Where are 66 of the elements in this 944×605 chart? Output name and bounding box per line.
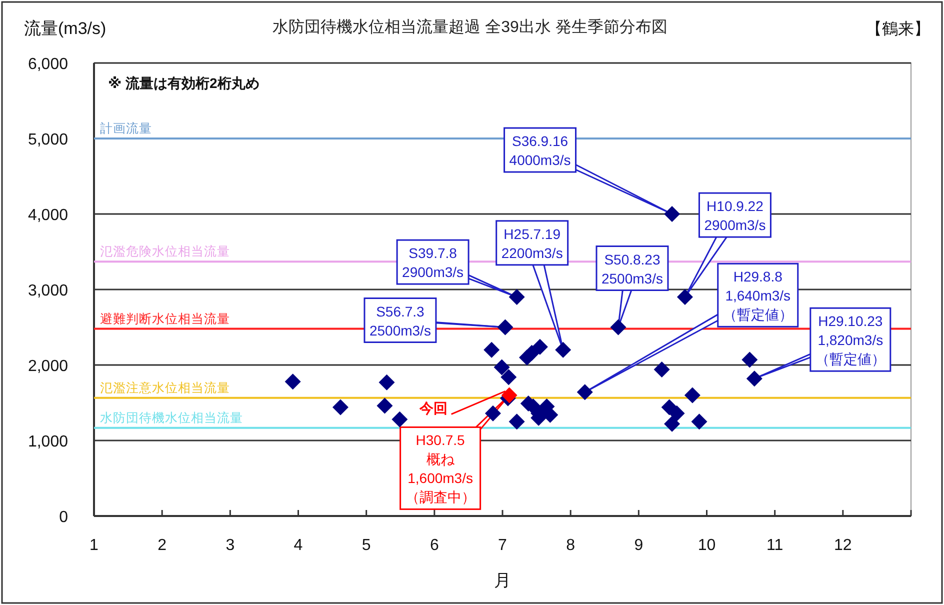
- x-tick-label: 1: [90, 537, 99, 554]
- y-tick-label: 5,000: [28, 132, 68, 148]
- point: [532, 338, 548, 355]
- point: [284, 374, 301, 390]
- x-tick-label: 2: [158, 537, 167, 554]
- y-tick-label: 0: [59, 509, 68, 526]
- x-tick-label: 5: [362, 537, 371, 554]
- point: [684, 387, 700, 404]
- point: [332, 399, 348, 416]
- y-axis-title: 流量(m3/s): [24, 19, 106, 38]
- point: [691, 414, 708, 430]
- point: [610, 319, 626, 336]
- annotation: S50.8.23 2500m3/s: [602, 251, 663, 286]
- x-axis-title: 月: [494, 571, 511, 590]
- ref-line-label: 計画流量: [100, 120, 152, 136]
- point: [497, 319, 514, 336]
- x-tick-label: 4: [294, 537, 303, 554]
- x-tick-label: 9: [634, 537, 644, 554]
- y-tick-label: 2,000: [28, 358, 68, 375]
- y-tick-label: 6,000: [28, 56, 68, 73]
- annotation: 今回: [418, 400, 448, 416]
- annotation: H10.9.22 2900m3/s: [704, 198, 766, 234]
- x-tick-label: 7: [498, 537, 508, 554]
- x-tick-label: 11: [766, 537, 784, 554]
- point: [484, 405, 501, 422]
- point: [494, 359, 510, 376]
- point: [576, 384, 593, 400]
- ref-line-label: 水防団待機水位相当流量: [100, 410, 243, 425]
- y-tick-label: 3,000: [28, 282, 68, 300]
- text: 【鶴来】: [866, 20, 930, 38]
- x-tick-label: 8: [566, 537, 576, 554]
- point: [664, 416, 680, 432]
- annotation: ※ 流量は有効桁2桁丸め: [108, 75, 260, 91]
- ref-line-label: 氾濫注意水位相当流量: [100, 380, 230, 395]
- point: [676, 289, 693, 306]
- point: [378, 374, 395, 390]
- point: [746, 370, 762, 387]
- point: [654, 362, 670, 378]
- point: [524, 344, 540, 361]
- annotation: H29.8.8 1,640m3/s （暫定値）: [722, 268, 793, 323]
- point: [668, 405, 685, 422]
- point: [742, 352, 758, 368]
- point: [500, 369, 517, 386]
- y-tick-label: 1,000: [28, 434, 68, 450]
- y-tick-label: 4,000: [28, 207, 68, 224]
- annotation: S36.9.16 4000m3/s: [509, 133, 571, 168]
- chart-title: 水防団待機水位相当流量超過 全39出水 発生季節分布図: [272, 18, 668, 36]
- x-tick-label: 3: [226, 537, 235, 554]
- x-tick-label: 12: [834, 537, 852, 554]
- point: [555, 342, 572, 358]
- annotation: H29.10.23 1,820m3/s （暫定値）: [815, 313, 886, 368]
- x-tick-label: 10: [698, 537, 716, 554]
- point: [484, 342, 500, 358]
- ref-line-label: 避難判断水位相当流量: [100, 310, 230, 326]
- point: [508, 289, 525, 306]
- point: [664, 206, 680, 222]
- point: [392, 411, 408, 428]
- callout: 今回: [419, 390, 506, 416]
- annotation: S39.7.8 2900m3/s: [402, 245, 464, 280]
- x-tick-label: 6: [430, 537, 439, 554]
- point: [508, 414, 525, 430]
- annotation: S56.7.3 2500m3/s: [369, 303, 431, 338]
- annotation: H30.7.5 概ね 1,600m3/s （調査中）: [405, 432, 476, 506]
- point: [376, 398, 393, 414]
- ref-line-label: 氾濫危険水位相当流量: [100, 244, 230, 259]
- annotation: H25.7.19 2200m3/s: [501, 226, 563, 261]
